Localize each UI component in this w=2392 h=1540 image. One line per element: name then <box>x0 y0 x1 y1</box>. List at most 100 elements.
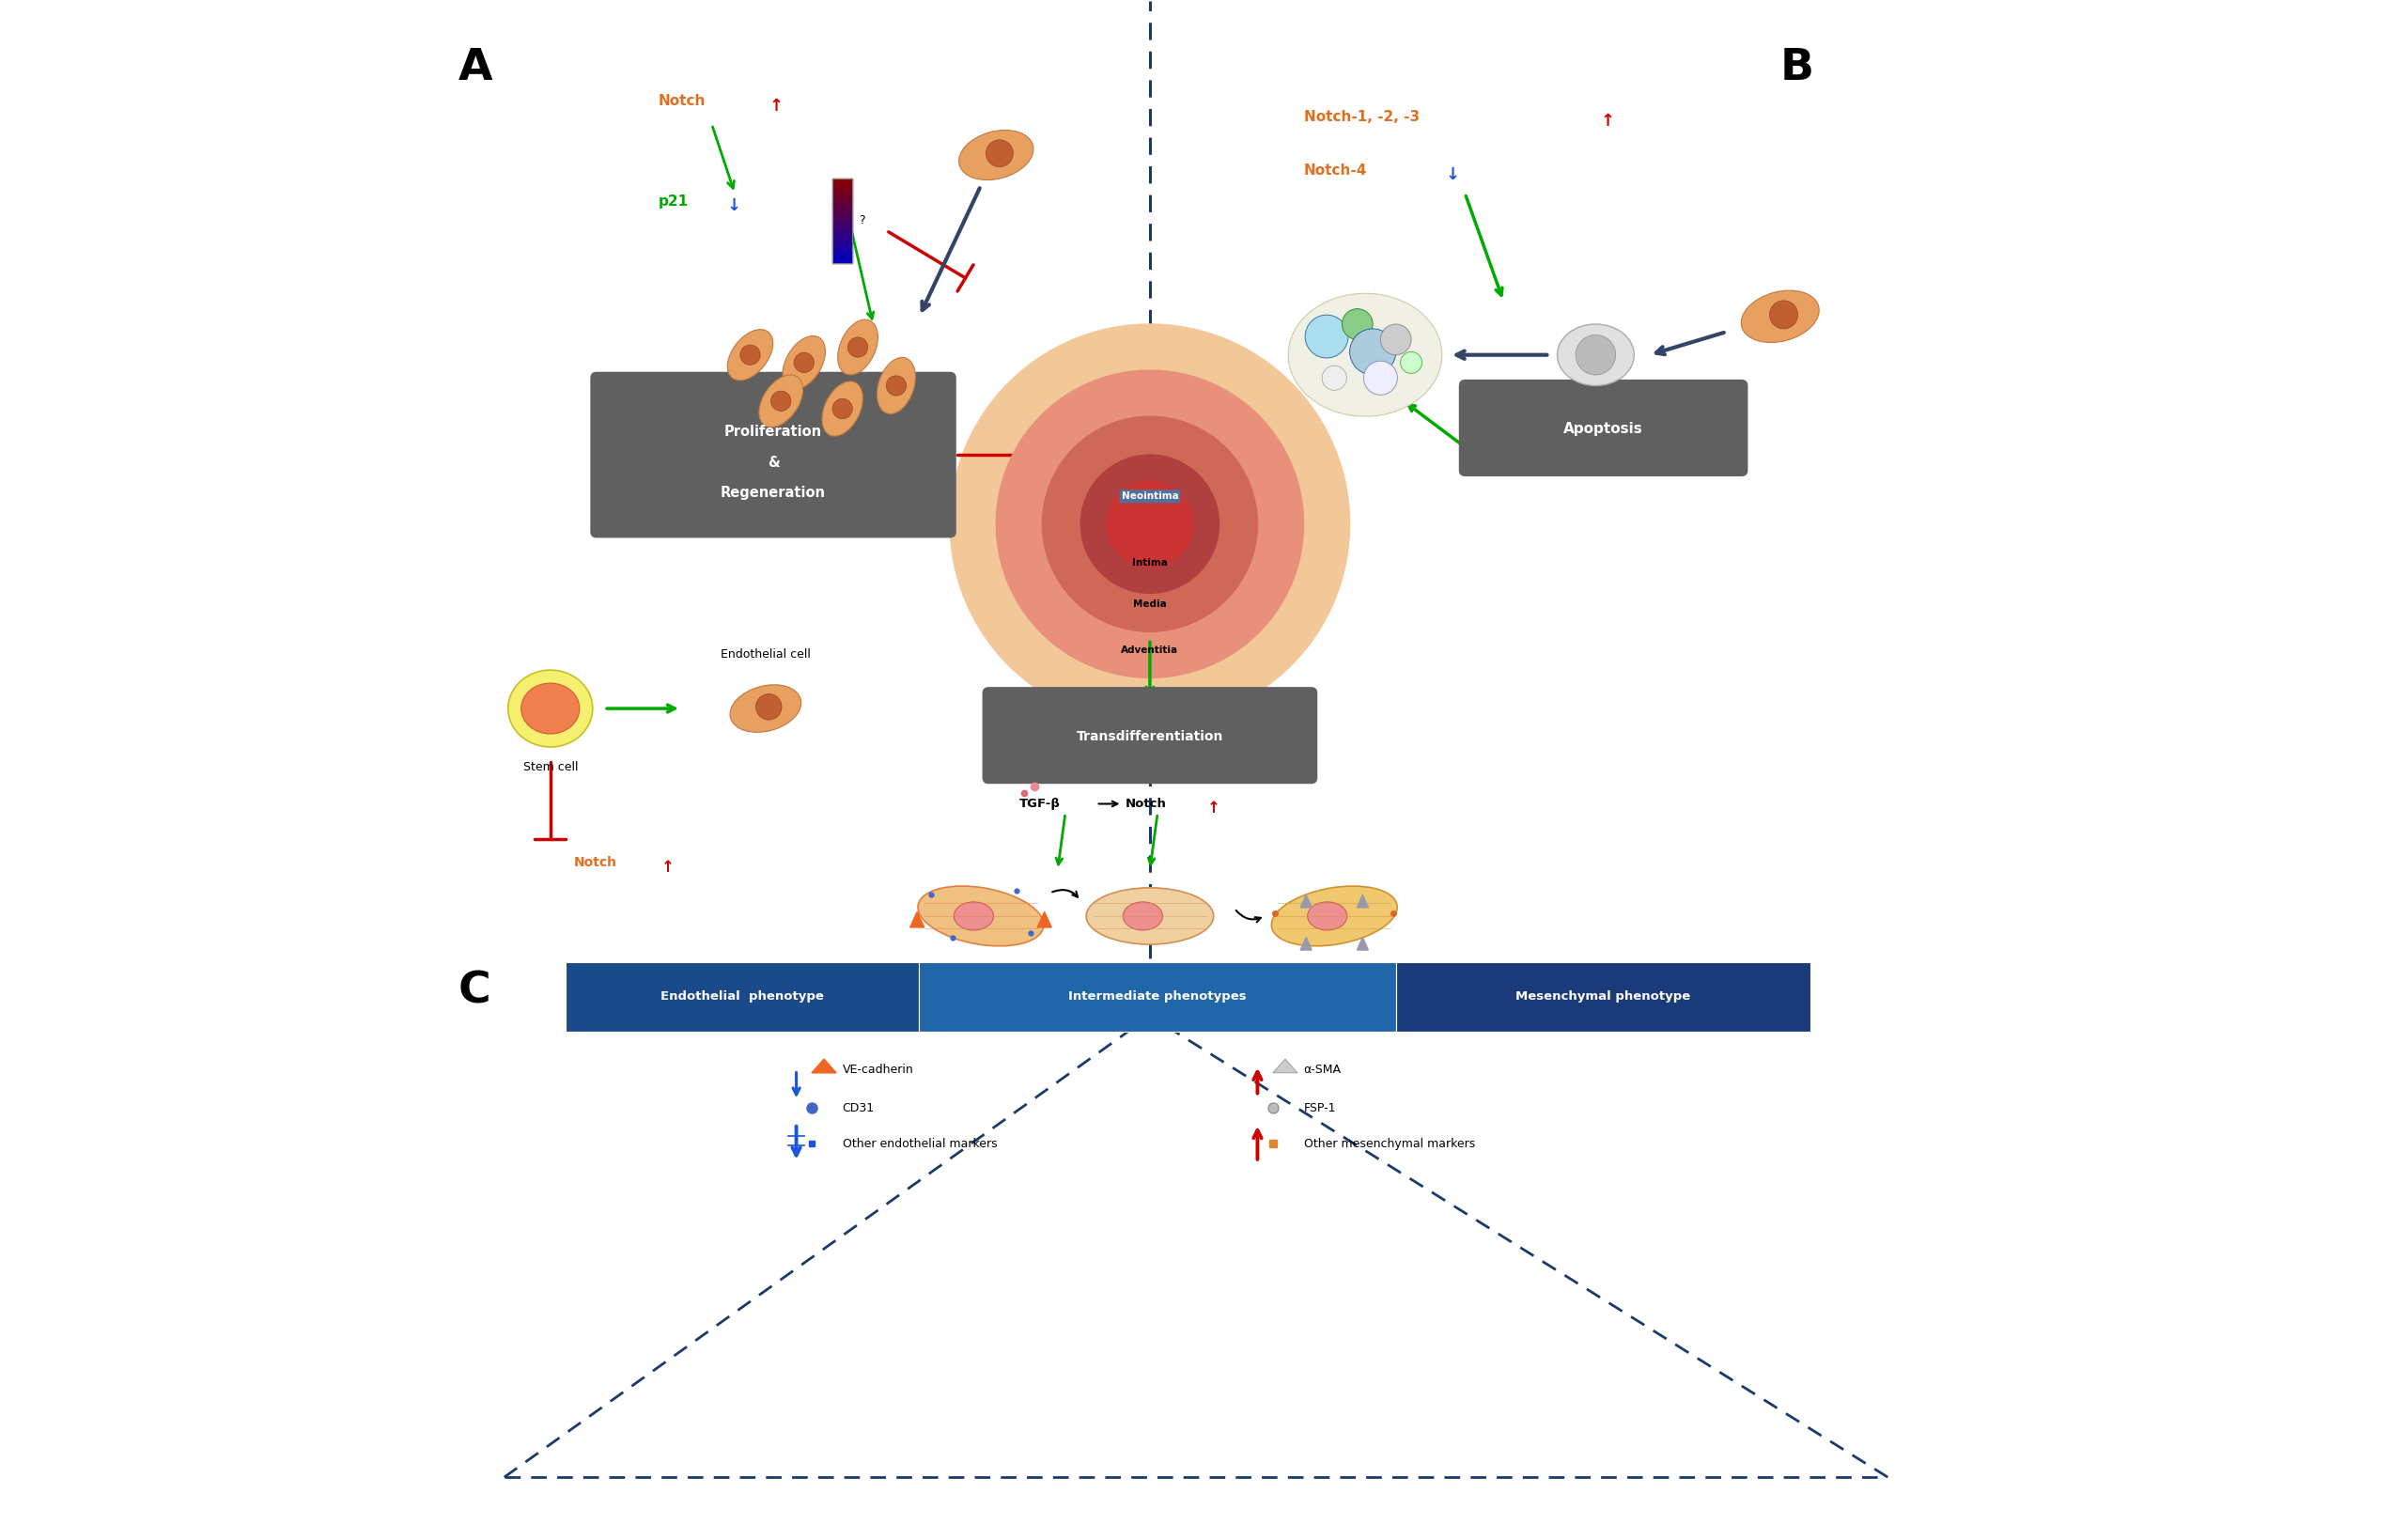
Bar <box>832 214 852 217</box>
FancyBboxPatch shape <box>591 371 957 537</box>
Text: Neointima: Neointima <box>1122 491 1179 501</box>
Text: Notch: Notch <box>1124 798 1167 810</box>
Ellipse shape <box>521 684 579 735</box>
Bar <box>832 189 852 192</box>
Text: Adventitia: Adventitia <box>1122 645 1179 654</box>
FancyBboxPatch shape <box>567 962 919 1032</box>
Bar <box>832 200 852 203</box>
Text: Notch: Notch <box>574 856 617 869</box>
Ellipse shape <box>758 374 804 427</box>
Bar <box>832 180 852 183</box>
Polygon shape <box>1356 938 1368 950</box>
Text: ↑: ↑ <box>660 858 675 875</box>
Text: TGF-β: TGF-β <box>1019 798 1060 810</box>
Text: ↑: ↑ <box>1206 799 1220 816</box>
Text: Media: Media <box>1134 599 1167 608</box>
Bar <box>832 196 852 197</box>
Circle shape <box>1380 323 1411 354</box>
Bar <box>832 206 852 209</box>
Bar <box>832 179 852 180</box>
Bar <box>832 209 852 213</box>
Text: ↑: ↑ <box>768 97 782 114</box>
Bar <box>832 248 852 251</box>
Polygon shape <box>811 1060 837 1073</box>
Text: Other endothelial markers: Other endothelial markers <box>842 1138 997 1150</box>
Text: &: & <box>768 456 780 470</box>
Ellipse shape <box>1122 902 1163 930</box>
Circle shape <box>1306 316 1349 357</box>
Text: ↓: ↓ <box>727 197 742 214</box>
Circle shape <box>1081 454 1220 593</box>
Ellipse shape <box>1557 323 1634 385</box>
Ellipse shape <box>782 336 825 390</box>
FancyBboxPatch shape <box>919 962 1397 1032</box>
Bar <box>832 203 852 206</box>
Ellipse shape <box>1086 887 1213 944</box>
Text: Other mesenchymal markers: Other mesenchymal markers <box>1304 1138 1476 1150</box>
Bar <box>832 251 852 254</box>
Bar <box>832 183 852 186</box>
Bar <box>832 217 852 220</box>
Bar <box>832 179 852 263</box>
Ellipse shape <box>919 885 1043 946</box>
FancyBboxPatch shape <box>983 687 1318 784</box>
Text: Endothelial  phenotype: Endothelial phenotype <box>660 990 825 1003</box>
Polygon shape <box>1301 895 1311 907</box>
Bar <box>832 192 852 196</box>
Circle shape <box>1342 310 1373 339</box>
Bar <box>832 197 852 200</box>
Text: Proliferation: Proliferation <box>725 425 823 439</box>
Bar <box>832 246 852 248</box>
Text: Notch-4: Notch-4 <box>1304 163 1366 177</box>
Text: Intima: Intima <box>1131 557 1167 567</box>
Bar <box>832 240 852 243</box>
Ellipse shape <box>727 330 773 380</box>
Polygon shape <box>909 912 923 927</box>
Text: FSP-1: FSP-1 <box>1304 1103 1337 1115</box>
Circle shape <box>1770 300 1799 330</box>
Circle shape <box>1043 416 1258 631</box>
Bar <box>832 226 852 229</box>
Ellipse shape <box>959 131 1033 180</box>
Text: B: B <box>1780 48 1813 89</box>
Polygon shape <box>1038 912 1052 927</box>
Ellipse shape <box>1273 885 1397 946</box>
Bar <box>832 231 852 234</box>
Polygon shape <box>1273 1060 1296 1073</box>
Circle shape <box>1323 365 1347 390</box>
Ellipse shape <box>878 357 916 414</box>
Circle shape <box>770 391 792 411</box>
Circle shape <box>950 323 1349 724</box>
Circle shape <box>995 370 1304 678</box>
Circle shape <box>832 399 852 419</box>
Ellipse shape <box>954 902 993 930</box>
Bar <box>832 223 852 226</box>
Bar <box>832 260 852 263</box>
Bar <box>832 186 852 189</box>
Text: Stem cell: Stem cell <box>524 761 579 773</box>
Text: A: A <box>459 48 493 89</box>
Polygon shape <box>1356 895 1368 907</box>
Circle shape <box>1107 480 1194 567</box>
Text: VE-cadherin: VE-cadherin <box>842 1064 914 1076</box>
Bar <box>832 237 852 240</box>
Text: Notch-1, -2, -3: Notch-1, -2, -3 <box>1304 109 1418 123</box>
Ellipse shape <box>823 382 864 436</box>
Text: Intermediate phenotypes: Intermediate phenotypes <box>1069 990 1246 1003</box>
Bar <box>832 234 852 237</box>
Circle shape <box>794 353 813 373</box>
Bar <box>832 229 852 231</box>
Text: ↓: ↓ <box>1445 166 1459 183</box>
Circle shape <box>739 345 761 365</box>
Ellipse shape <box>507 670 593 747</box>
Ellipse shape <box>1741 291 1818 342</box>
Text: α-SMA: α-SMA <box>1304 1064 1342 1076</box>
Circle shape <box>847 337 868 357</box>
Text: Apoptosis: Apoptosis <box>1564 422 1643 436</box>
Ellipse shape <box>1289 294 1442 416</box>
Text: CD31: CD31 <box>842 1103 875 1115</box>
Bar <box>832 213 852 214</box>
Circle shape <box>1363 360 1397 394</box>
Text: Transdifferentiation: Transdifferentiation <box>1076 730 1222 742</box>
Ellipse shape <box>1308 902 1347 930</box>
